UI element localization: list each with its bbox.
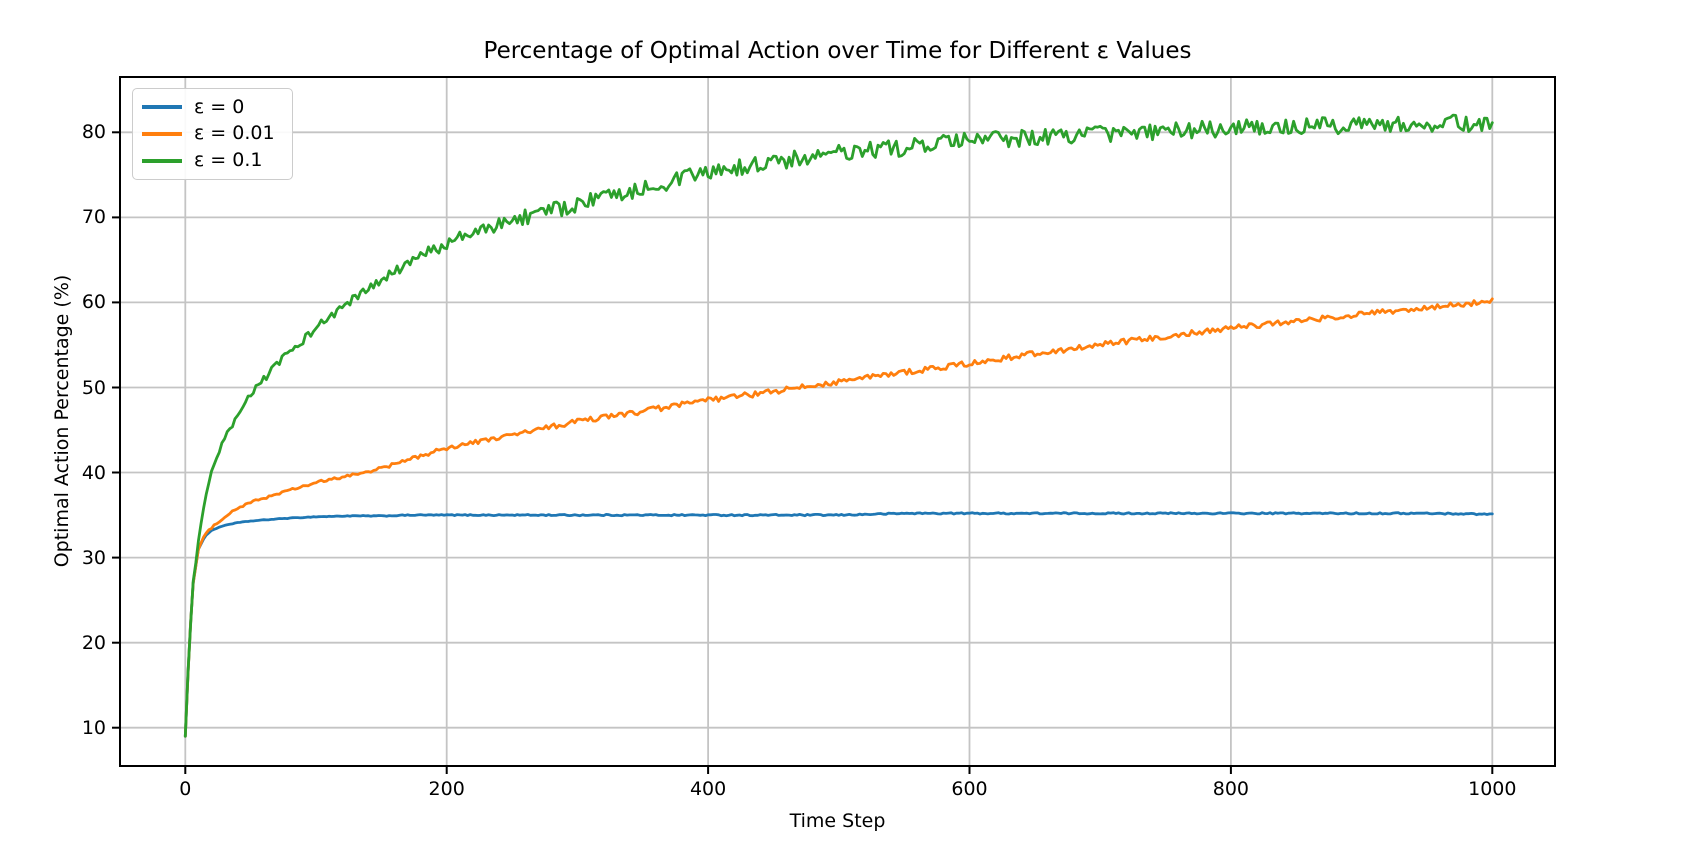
legend-item-epsilon-0: ε = 0 [142,95,283,118]
legend-item-epsilon-0.01: ε = 0.01 [142,124,283,143]
x-tick-label: 400 [689,778,727,800]
y-tick-label: 80 [81,121,106,144]
x-axis-label: Time Step [789,810,886,832]
chart-title: Percentage of Optimal Action over Time f… [483,38,1192,64]
y-tick-label: 60 [81,291,106,314]
gridlines [120,77,1555,766]
legend: ε = 0 ε = 0.01 ε = 0.1 [132,88,293,180]
x-tick-label: 200 [428,778,465,800]
y-tick-label: 40 [81,461,106,484]
y-tick-label: 10 [81,716,106,739]
legend-label: ε = 0.01 [194,122,275,145]
series-line-ε=0 [183,511,1494,738]
x-tick-label: 600 [951,778,988,800]
y-tick-label: 70 [81,206,106,229]
x-tick-label: 0 [179,778,192,800]
y-tick-label: 20 [81,631,106,654]
y-tick-label: 50 [81,376,106,399]
legend-swatch-epsilon-0.1 [142,158,182,163]
y-tick-label: 30 [81,546,106,569]
series-line-ε=0.01 [183,297,1494,738]
tick-marks [112,131,1494,774]
plot-border [119,76,1556,767]
y-axis-label-text: Optimal Action Percentage (%) [51,274,73,568]
legend-swatch-epsilon-0 [142,105,182,110]
legend-swatch-epsilon-0.01 [142,131,182,136]
legend-item-epsilon-0.1: ε = 0.1 [142,151,283,170]
series-line-ε=0.1 [183,113,1494,738]
x-tick-label: 800 [1212,778,1250,800]
legend-label: ε = 0 [194,95,245,118]
legend-label: ε = 0.1 [194,149,263,172]
x-tick-label: 1000 [1468,778,1517,800]
